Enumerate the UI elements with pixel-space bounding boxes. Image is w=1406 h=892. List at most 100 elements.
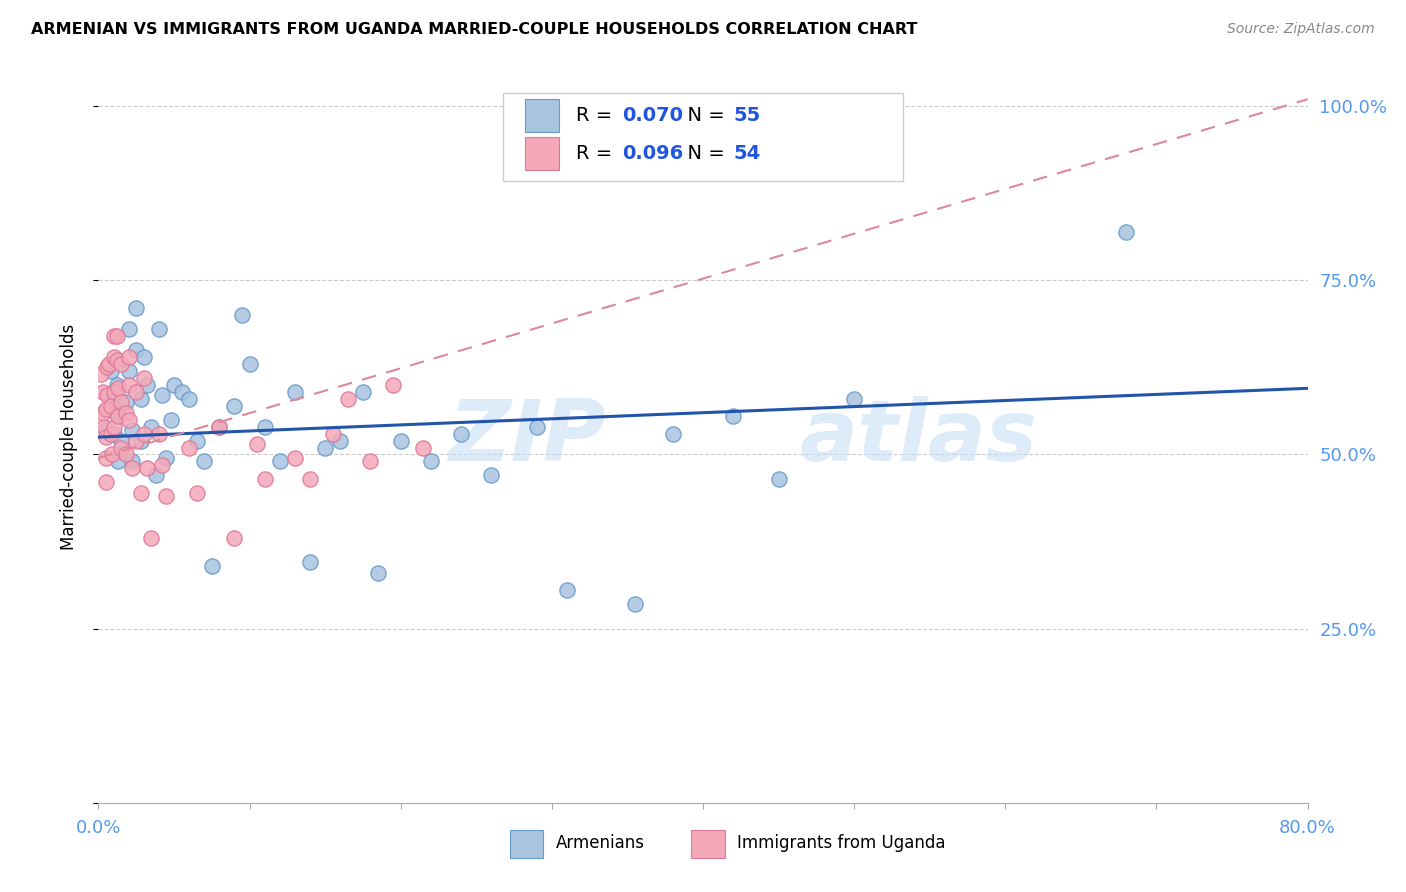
Point <box>100 364 122 378</box>
Point <box>100 399 122 413</box>
Y-axis label: Married-couple Households: Married-couple Households <box>59 324 77 550</box>
Point <box>103 350 125 364</box>
Point <box>132 371 155 385</box>
Point <box>329 434 352 448</box>
Point <box>110 357 132 371</box>
Point <box>299 556 322 570</box>
Point <box>299 472 322 486</box>
Point <box>105 406 128 420</box>
Point <box>103 426 125 441</box>
Point <box>132 350 155 364</box>
Point <box>118 322 141 336</box>
Text: ZIP: ZIP <box>449 395 606 479</box>
FancyBboxPatch shape <box>526 99 560 132</box>
Text: 0.070: 0.070 <box>621 106 683 125</box>
Point <box>107 409 129 424</box>
Point <box>269 454 291 468</box>
Point <box>94 430 117 444</box>
Point <box>193 454 215 468</box>
Point <box>389 434 412 448</box>
Text: atlas: atlas <box>800 395 1038 479</box>
Point <box>135 461 157 475</box>
Point <box>96 388 118 402</box>
Point <box>94 450 117 465</box>
Text: Armenians: Armenians <box>555 834 644 852</box>
Point <box>103 419 125 434</box>
Point <box>110 441 132 455</box>
Point <box>155 450 177 465</box>
Point <box>224 531 246 545</box>
Point <box>103 329 125 343</box>
Point <box>148 426 170 441</box>
Point <box>661 426 683 441</box>
Point <box>208 419 231 434</box>
Point <box>382 377 405 392</box>
Point <box>160 412 183 426</box>
Point <box>253 419 276 434</box>
Point <box>118 350 141 364</box>
Text: R =: R = <box>576 144 619 162</box>
Point <box>1115 225 1137 239</box>
Text: N =: N = <box>675 106 731 125</box>
Point <box>412 441 434 455</box>
Point <box>284 450 307 465</box>
Point <box>239 357 262 371</box>
Text: 54: 54 <box>734 144 761 162</box>
Point <box>90 368 112 382</box>
Point <box>526 419 548 434</box>
Text: Source: ZipAtlas.com: Source: ZipAtlas.com <box>1227 22 1375 37</box>
Text: N =: N = <box>675 144 731 162</box>
Point <box>148 322 170 336</box>
Point <box>114 395 136 409</box>
Point <box>208 419 231 434</box>
Text: 0.096: 0.096 <box>621 144 683 162</box>
FancyBboxPatch shape <box>690 830 724 858</box>
Point <box>121 461 143 475</box>
Point <box>844 392 866 406</box>
Point <box>114 406 136 420</box>
Point <box>723 409 745 424</box>
Point <box>105 329 128 343</box>
Point <box>179 441 201 455</box>
Point <box>624 597 647 611</box>
Point <box>96 360 118 375</box>
Point <box>98 357 121 371</box>
Point <box>91 406 114 420</box>
Point <box>129 392 152 406</box>
Text: Immigrants from Uganda: Immigrants from Uganda <box>737 834 945 852</box>
Point <box>170 384 193 399</box>
Point <box>141 419 163 434</box>
Point <box>107 454 129 468</box>
Point <box>125 301 148 316</box>
Point <box>100 426 122 441</box>
Point <box>132 426 155 441</box>
Point <box>360 454 382 468</box>
Point <box>420 454 443 468</box>
Point <box>118 377 141 392</box>
Point <box>105 377 128 392</box>
Point <box>367 566 389 580</box>
Point <box>125 434 148 448</box>
Text: ARMENIAN VS IMMIGRANTS FROM UGANDA MARRIED-COUPLE HOUSEHOLDS CORRELATION CHART: ARMENIAN VS IMMIGRANTS FROM UGANDA MARRI… <box>31 22 917 37</box>
Point <box>103 395 125 409</box>
Point <box>314 441 336 455</box>
Point <box>110 434 132 448</box>
Point <box>352 384 374 399</box>
Point <box>163 377 186 392</box>
Point <box>450 426 472 441</box>
Point <box>94 423 117 437</box>
Point <box>150 388 173 402</box>
Point <box>114 448 136 462</box>
FancyBboxPatch shape <box>526 136 560 169</box>
Point <box>555 583 578 598</box>
Point <box>94 475 117 490</box>
Point <box>103 384 125 399</box>
Point <box>186 485 208 500</box>
Point <box>231 308 253 322</box>
Point <box>155 489 177 503</box>
Point <box>201 558 224 573</box>
Point <box>150 458 173 472</box>
Point <box>145 468 167 483</box>
Point <box>118 412 141 426</box>
Point <box>121 454 143 468</box>
